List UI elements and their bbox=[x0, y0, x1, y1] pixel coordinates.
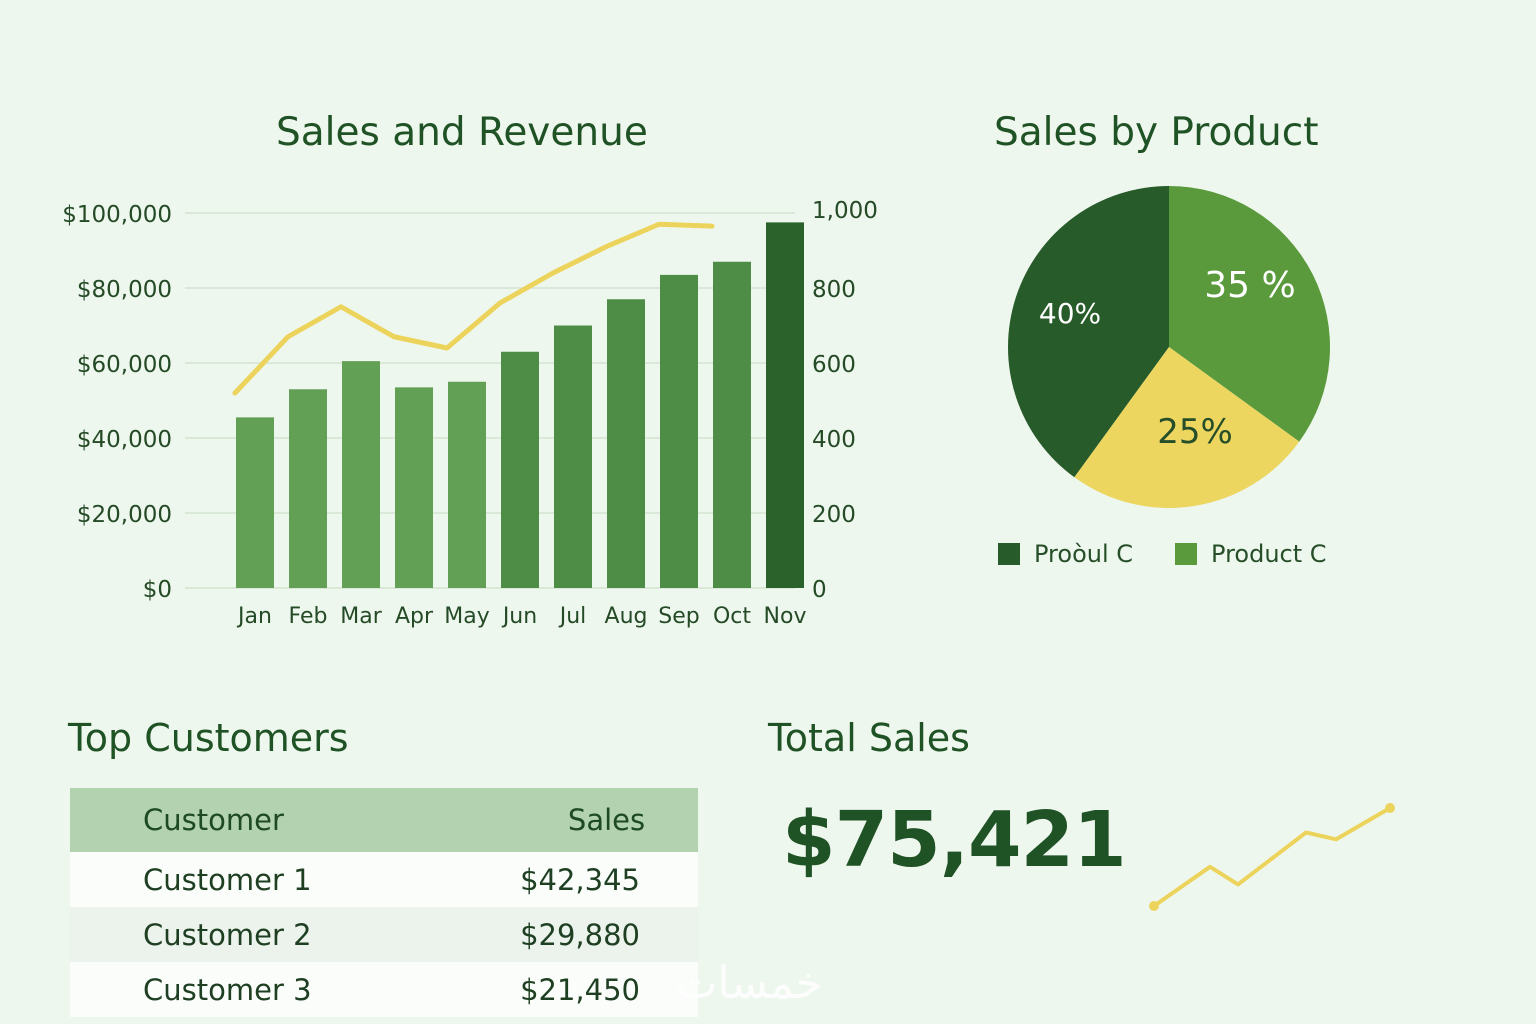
x-tick-label: Jul bbox=[558, 604, 587, 629]
x-tick-label: Sep bbox=[658, 604, 699, 629]
y-right-tick-label: 0 bbox=[812, 577, 827, 603]
bar-sep bbox=[660, 274, 698, 588]
sales-revenue-chart: $0 $20,000 $40,000 $60,000 $80,000 $100,000 0 2… bbox=[62, 198, 878, 629]
x-tick-label: May bbox=[444, 604, 489, 629]
sparkline-path bbox=[1152, 806, 1392, 908]
watermark: خمسات bbox=[676, 958, 823, 1009]
y-right-tick-label: 400 bbox=[812, 427, 856, 453]
total-sales-title: Total Sales bbox=[768, 716, 970, 760]
pie-slice-1 bbox=[1008, 186, 1169, 478]
customer-sales: $42,345 bbox=[520, 862, 640, 897]
header-sales: Sales bbox=[567, 803, 646, 837]
bar-mar bbox=[342, 361, 380, 588]
header-customer: Customer bbox=[143, 803, 284, 837]
customer-name: Customer 3 bbox=[143, 972, 312, 1007]
total-sales-value: $75,421 bbox=[782, 796, 1127, 885]
pie-label-3: 25% bbox=[1157, 412, 1233, 452]
sales-by-product-pie: 40% 35 % 25% bbox=[1008, 186, 1330, 508]
legend-item-1: Proòul C bbox=[998, 540, 1133, 568]
bar-oct bbox=[713, 261, 751, 588]
table-row: Customer 3 $21,450 bbox=[70, 962, 698, 1017]
table-row: Customer 2 $29,880 bbox=[70, 907, 698, 962]
legend-item-2: Product C bbox=[1175, 540, 1327, 568]
y-right-tick-label: 600 bbox=[812, 352, 856, 378]
bar-nov bbox=[766, 222, 804, 588]
sales-by-product-title: Sales by Product bbox=[994, 110, 1319, 155]
x-tick-label: Mar bbox=[340, 604, 382, 629]
x-tick-label: Jan bbox=[236, 604, 272, 629]
table-header: Customer Sales bbox=[70, 788, 698, 852]
bar-jun bbox=[501, 351, 539, 588]
pie-slice-3 bbox=[1074, 347, 1300, 508]
sparkline-start-dot bbox=[1149, 901, 1159, 911]
table-row: Customer 1 $42,345 bbox=[70, 852, 698, 907]
legend-swatch-2 bbox=[1175, 543, 1198, 565]
legend-label-2: Product C bbox=[1211, 540, 1327, 568]
y-left-tick-label: $60,000 bbox=[77, 352, 172, 378]
y-left-tick-label: $0 bbox=[143, 577, 172, 603]
y-right-tick-label: 800 bbox=[812, 277, 856, 303]
customer-sales: $21,450 bbox=[520, 972, 640, 1007]
sales-revenue-title: Sales and Revenue bbox=[276, 110, 648, 155]
customer-sales: $29,880 bbox=[520, 917, 640, 952]
sparkline-end-dot bbox=[1385, 803, 1395, 813]
bar-jan bbox=[236, 417, 274, 588]
x-tick-label: Feb bbox=[289, 604, 328, 629]
bar-may bbox=[448, 381, 486, 588]
pie-label-1: 40% bbox=[1039, 297, 1101, 330]
pie-legend: Proòul C Product C bbox=[998, 540, 1369, 568]
legend-swatch-1 bbox=[998, 543, 1020, 565]
customer-name: Customer 1 bbox=[143, 862, 312, 897]
top-customers-table: Customer Sales Customer 1 $42,345 Custom… bbox=[70, 788, 698, 1017]
total-sales-sparkline bbox=[1149, 803, 1395, 911]
customer-name: Customer 2 bbox=[143, 917, 312, 952]
revenue-line bbox=[232, 221, 715, 396]
bar-jul bbox=[554, 325, 592, 588]
x-tick-label: Apr bbox=[395, 604, 434, 629]
y-left-tick-label: $20,000 bbox=[77, 502, 172, 528]
y-right-tick-label: 200 bbox=[812, 502, 856, 528]
legend-label-1: Proòul C bbox=[1034, 540, 1134, 568]
y-right-tick-label: 1,000 bbox=[812, 198, 878, 224]
pie-label-2: 35 % bbox=[1204, 265, 1295, 306]
top-customers-title: Top Customers bbox=[68, 716, 349, 760]
y-left-tick-label: $40,000 bbox=[77, 427, 172, 453]
x-tick-label: Nov bbox=[764, 604, 807, 629]
x-tick-label: Oct bbox=[713, 604, 751, 629]
bar-feb bbox=[289, 389, 327, 588]
bar-apr bbox=[395, 387, 433, 588]
x-tick-label: Aug bbox=[605, 604, 648, 629]
y-left-tick-label: $80,000 bbox=[77, 277, 172, 303]
pie-slice-2 bbox=[1169, 186, 1330, 442]
y-left-tick-label: $100,000 bbox=[62, 202, 172, 228]
x-tick-label: Jun bbox=[501, 604, 537, 629]
bar-aug bbox=[607, 299, 645, 588]
